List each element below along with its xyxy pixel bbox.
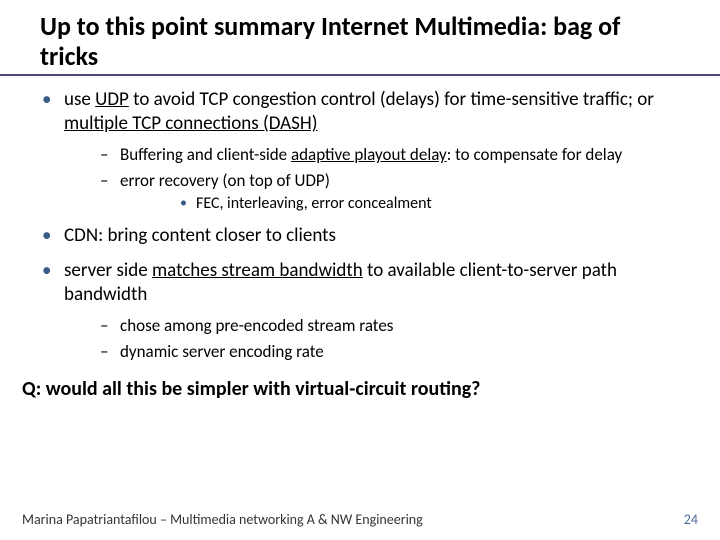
footer-author: Marina Papatriantafilou – Multimedia net…: [22, 511, 423, 528]
bullet-lvl2: dynamic server encoding rate: [64, 341, 690, 363]
underline-text: matches stream bandwidth: [152, 259, 363, 282]
text: : to compensate for delay: [447, 144, 622, 165]
slide-title: Up to this point summary Internet Multim…: [40, 12, 680, 72]
text: FEC, interleaving, error concealment: [196, 194, 432, 213]
bullet-lvl2: chose among pre-encoded stream rates: [64, 315, 690, 337]
text: Buffering and client-side: [120, 144, 291, 165]
bullet-lvl1: server side matches stream bandwidth to …: [30, 259, 690, 363]
text: chose among pre-encoded stream rates: [120, 315, 393, 336]
bullet-lvl1: CDN: bring content closer to clients: [30, 224, 690, 248]
footer-page-number: 24: [684, 511, 698, 528]
text: error recovery (on top of UDP): [120, 170, 330, 191]
underline-text: UDP: [95, 88, 129, 111]
bullet-lvl3: FEC, interleaving, error concealment: [120, 194, 690, 214]
text: dynamic server encoding rate: [120, 341, 324, 362]
slide-footer: Marina Papatriantafilou – Multimedia net…: [22, 511, 698, 528]
underline-text: multiple TCP connections (DASH): [64, 112, 317, 135]
text: to avoid TCP congestion control (delays)…: [129, 88, 654, 111]
text: use: [64, 88, 95, 111]
question-text: Q: would all this be simpler with virtua…: [22, 377, 698, 401]
bullet-lvl1: use UDP to avoid TCP congestion control …: [30, 88, 690, 215]
bullet-lvl2: error recovery (on top of UDP) FEC, inte…: [64, 170, 690, 214]
bullet-lvl2: Buffering and client-side adaptive playo…: [64, 144, 690, 166]
text: CDN: bring content closer to clients: [64, 224, 336, 247]
slide-body: use UDP to avoid TCP congestion control …: [0, 76, 720, 363]
underline-text: adaptive playout delay: [291, 144, 447, 165]
text: server side: [64, 259, 152, 282]
